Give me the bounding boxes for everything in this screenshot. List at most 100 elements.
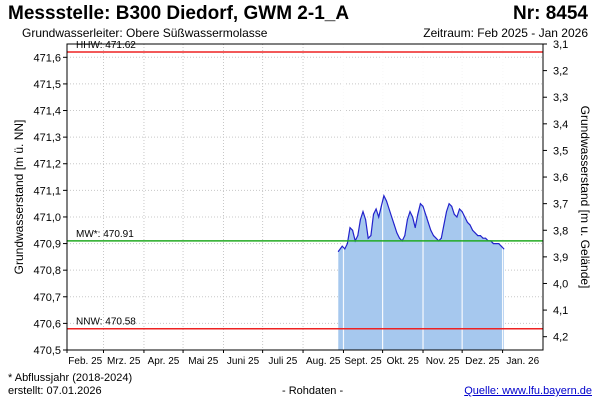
data-point	[404, 235, 406, 237]
x-tick-label: Mrz. 25	[107, 356, 141, 367]
y-tick-label: 471,4	[33, 106, 61, 118]
data-point	[425, 213, 427, 215]
y2-tick-label: 3,3	[553, 92, 568, 104]
y-tick-label: 470,6	[33, 318, 61, 330]
mw-label: MW*: 470.91	[76, 229, 134, 240]
y2-tick-label: 3,4	[553, 119, 568, 131]
data-point	[409, 211, 411, 213]
y2-tick-label: 3,5	[553, 145, 568, 157]
y2-tick-label: 3,8	[553, 225, 568, 237]
data-point	[406, 219, 408, 221]
y-tick-label: 470,9	[33, 239, 61, 251]
data-point	[417, 213, 419, 215]
y-tick-label: 471,6	[33, 52, 61, 64]
data-point	[375, 208, 377, 210]
x-tick-label: Nov. 25	[426, 356, 460, 367]
y-tick-label: 471,5	[33, 79, 61, 91]
data-point	[461, 211, 463, 213]
data-point	[337, 251, 339, 252]
data-point	[383, 195, 385, 197]
x-tick-label: Okt. 25	[387, 356, 420, 367]
data-point	[503, 248, 505, 250]
data-point	[440, 237, 442, 239]
data-point	[451, 205, 453, 207]
station-number: Nr: 8454	[513, 3, 588, 24]
data-point	[399, 237, 400, 239]
data-point	[396, 232, 398, 234]
data-point	[367, 237, 369, 239]
footnote: * Abflussjahr (2018-2024)	[8, 372, 133, 384]
data-point	[435, 237, 437, 239]
data-point	[365, 219, 367, 221]
data-point	[477, 235, 479, 237]
data-point	[479, 235, 481, 237]
y2-tick-label: 3,7	[553, 199, 568, 211]
data-point	[469, 224, 471, 226]
data-point	[485, 237, 487, 239]
x-tick-label: Mai 25	[188, 356, 218, 367]
data-point	[498, 243, 500, 245]
x-tick-label: Jan. 26	[506, 356, 539, 367]
page-title: Messstelle: B300 Diedorf, GWM 2-1_A	[8, 3, 350, 24]
x-tick-label: Dez. 25	[465, 356, 500, 367]
data-point	[443, 224, 445, 226]
x-tick-label: Juli 25	[268, 356, 297, 367]
y-tick-label: 470,5	[33, 345, 61, 357]
y-tick-label: 471,0	[33, 212, 61, 224]
y2-tick-label: 4,0	[553, 278, 568, 290]
data-point	[373, 213, 374, 215]
data-point	[453, 213, 455, 215]
y2-tick-label: 3,6	[553, 172, 568, 184]
data-point	[378, 216, 380, 218]
data-point	[341, 245, 343, 247]
x-tick-label: Apr. 25	[148, 356, 180, 367]
y-tick-label: 471,3	[33, 132, 61, 144]
y-axis-title: Grundwasserstand [m ü. NN]	[12, 120, 26, 275]
data-point	[388, 208, 390, 210]
data-point	[474, 232, 476, 234]
data-point	[359, 219, 361, 221]
data-point	[391, 216, 393, 218]
data-point	[495, 243, 497, 245]
data-point	[419, 203, 421, 205]
x-tick-label: Aug. 25	[306, 356, 341, 367]
data-point	[430, 229, 432, 231]
y2-tick-label: 4,2	[553, 332, 568, 344]
data-point	[459, 208, 460, 210]
data-point	[472, 229, 474, 231]
data-point	[412, 216, 414, 218]
x-tick-label: Feb. 25	[68, 356, 102, 367]
y2-axis-title: Grundwasserstand [m u. Gelände]	[578, 106, 592, 289]
y2-tick-label: 4,1	[553, 305, 568, 317]
data-point	[422, 205, 424, 207]
hhw-label: HHW: 471.62	[76, 40, 136, 51]
data-point	[352, 229, 354, 231]
data-point	[357, 235, 359, 237]
x-tick-label: Sept. 25	[344, 356, 382, 367]
rawdata-note: - Rohdaten -	[282, 385, 344, 397]
data-point	[433, 235, 434, 237]
data-point	[466, 221, 468, 223]
y-tick-label: 470,7	[33, 292, 61, 304]
y2-tick-label: 3,2	[553, 66, 568, 78]
data-point	[482, 237, 484, 239]
data-point	[386, 200, 387, 202]
data-point	[500, 245, 502, 247]
data-point	[349, 227, 351, 229]
data-point	[380, 205, 382, 207]
created-date: erstellt: 07.01.2026	[8, 385, 102, 397]
data-point	[464, 216, 466, 218]
y-tick-label: 470,8	[33, 265, 61, 277]
y-tick-label: 471,2	[33, 159, 61, 171]
data-point	[370, 235, 372, 237]
nnw-label: NNW: 470.58	[76, 317, 136, 328]
series-line	[337, 193, 505, 252]
source-link[interactable]: Quelle: www.lfu.bayern.de	[464, 385, 592, 397]
y-tick-label: 471,1	[33, 185, 61, 197]
data-point	[448, 203, 450, 205]
data-point	[344, 248, 346, 250]
data-point	[446, 211, 447, 213]
data-point	[456, 216, 458, 218]
data-point	[346, 243, 348, 245]
